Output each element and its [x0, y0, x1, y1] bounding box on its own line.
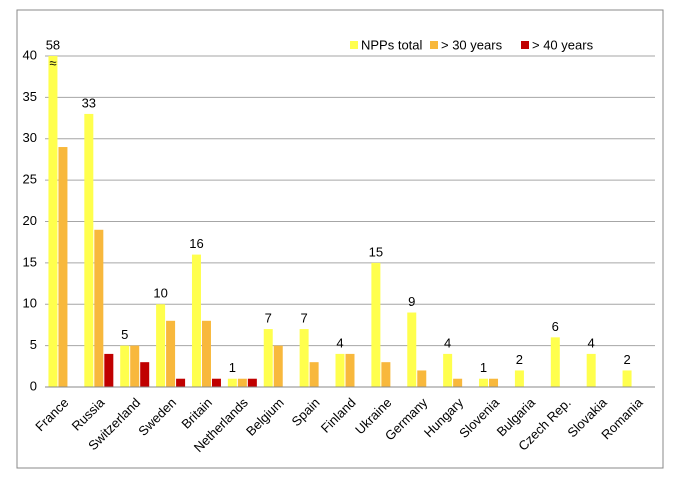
bar [237, 378, 247, 387]
bar [514, 370, 524, 387]
legend-label: > 30 years [441, 37, 503, 52]
bar [381, 362, 391, 387]
bar [345, 353, 355, 387]
y-tick-label: 25 [23, 172, 37, 187]
bar [371, 262, 381, 387]
y-tick-label: 30 [23, 130, 37, 145]
bar [443, 353, 453, 387]
legend-swatch [430, 41, 438, 49]
bar [247, 378, 257, 387]
bar [94, 229, 104, 387]
bar [417, 370, 427, 387]
bar [335, 353, 345, 387]
data-label: 4 [336, 335, 343, 350]
bar [58, 147, 68, 387]
bar [479, 378, 489, 387]
data-label: 16 [189, 236, 203, 251]
data-label: 2 [623, 352, 630, 367]
legend-label: > 40 years [532, 37, 594, 52]
y-tick-label: 5 [30, 337, 37, 352]
data-label: 1 [229, 360, 236, 375]
bar [104, 353, 114, 387]
bar [211, 378, 221, 387]
data-label: 4 [444, 335, 451, 350]
legend-swatch [521, 41, 529, 49]
bar [201, 320, 211, 387]
bar [227, 378, 237, 387]
data-label: 58 [46, 37, 60, 52]
data-label: 33 [82, 95, 96, 110]
bar [176, 378, 186, 387]
data-label: 7 [265, 311, 272, 326]
bar [48, 56, 58, 388]
bar [299, 329, 309, 387]
data-label: 7 [301, 311, 308, 326]
bar [156, 304, 166, 387]
bar [84, 113, 94, 388]
data-label: 15 [369, 244, 383, 259]
bar [407, 312, 417, 387]
bar [550, 337, 560, 387]
bar [489, 378, 499, 387]
legend-label: NPPs total [361, 37, 423, 52]
data-label: 2 [516, 352, 523, 367]
bar [130, 345, 140, 387]
data-label: 1 [480, 360, 487, 375]
bar [622, 370, 632, 387]
y-tick-label: 40 [23, 47, 37, 62]
bar [120, 345, 130, 387]
bars [48, 56, 632, 388]
y-tick-label: 15 [23, 254, 37, 269]
legend-swatch [350, 41, 358, 49]
bar [166, 320, 176, 387]
data-label: 5 [121, 327, 128, 342]
data-label: 4 [588, 335, 595, 350]
y-tick-label: 0 [30, 378, 37, 393]
annotation: ≈ [49, 55, 56, 70]
bar [263, 329, 273, 387]
data-label: 6 [552, 319, 559, 334]
y-tick-label: 35 [23, 89, 37, 104]
y-tick-label: 20 [23, 213, 37, 228]
bar [453, 378, 463, 387]
data-label: 10 [153, 286, 167, 301]
y-tick-label: 10 [23, 296, 37, 311]
chart-frame [16, 9, 664, 469]
bar [273, 345, 283, 387]
bar [309, 362, 319, 387]
bar [140, 362, 150, 387]
bar [191, 254, 201, 387]
bar [586, 353, 596, 387]
data-label: 9 [408, 294, 415, 309]
